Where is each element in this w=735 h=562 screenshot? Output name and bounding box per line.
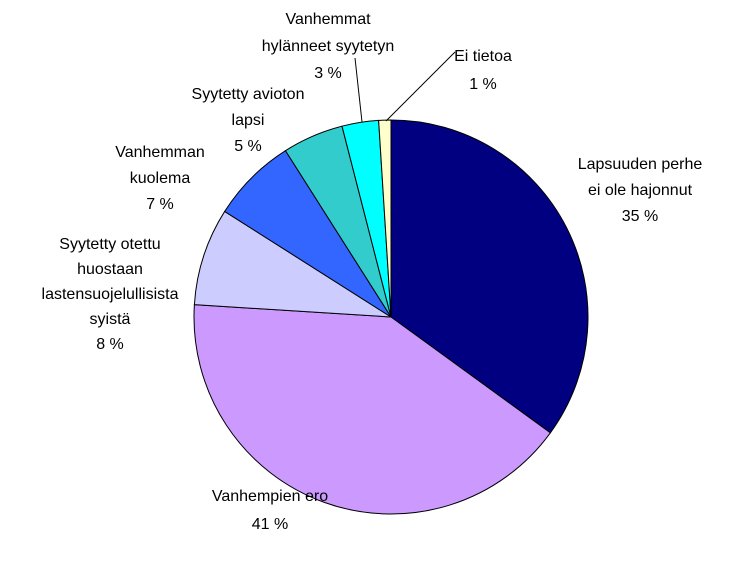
leader-line [385,51,456,122]
value-label: 7 % [146,196,174,213]
pie-slice [390,119,589,434]
slice-label: hylänneet syytetyn [262,38,395,55]
value-label: 35 % [622,208,658,225]
value-label: 5 % [234,138,262,155]
pie-slice [193,304,552,515]
value-label: 3 % [314,65,342,82]
value-label: 1 % [469,76,497,93]
slice-label: Syytetty avioton [192,86,305,103]
pie-slice [193,210,392,318]
slice-label: Vanhemmat [285,11,371,28]
value-label: 41 % [252,516,288,533]
pie-slice [378,119,392,318]
slice-label: kuolema [130,170,191,187]
value-label: 8 % [96,336,124,353]
slice-label: Syytetty otettu [59,236,160,253]
leader-line [354,57,363,123]
slice-label: lapsi [232,112,265,129]
slice-label: lastensuojelullisista [42,286,179,303]
slice-label: Ei tietoa [454,48,512,65]
slice-label: Vanhemman [115,144,205,161]
slice-label: ei ole hajonnut [588,182,693,199]
slice-label: syistä [90,311,131,328]
slice-label: Lapsuuden perhe [578,156,703,173]
slice-label: huostaan [77,261,143,278]
slice-label: Vanhempien ero [212,488,328,505]
